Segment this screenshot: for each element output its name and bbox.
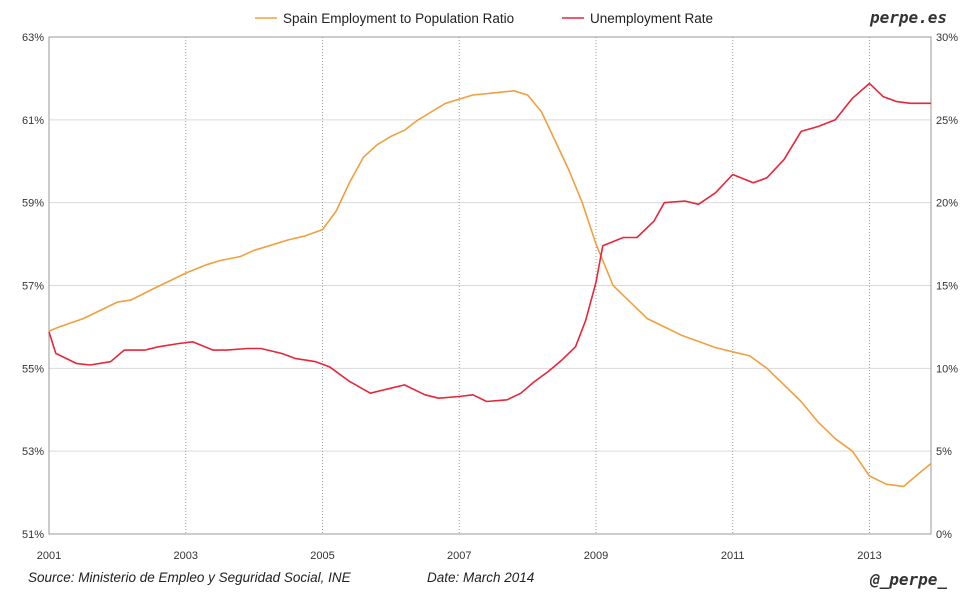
grid — [49, 37, 931, 534]
y-right-tick-label: 5% — [936, 446, 952, 458]
y-right-tick-label: 30% — [936, 32, 958, 44]
date-note: Date: March 2014 — [427, 570, 534, 585]
y-left-tick-label: 63% — [22, 32, 44, 44]
y-left-tick-label: 57% — [22, 281, 44, 293]
y-left-tick-label: 61% — [22, 115, 44, 127]
x-tick-label: 2009 — [584, 550, 608, 562]
x-tick-label: 2003 — [174, 550, 198, 562]
brand-label: perpe.es — [869, 8, 947, 27]
legend: Spain Employment to Population Ratio Une… — [255, 11, 713, 26]
y-right-tick-label: 15% — [936, 281, 958, 293]
y-right-tick-label: 20% — [936, 198, 958, 210]
handle-label: @_perpe_ — [869, 570, 947, 589]
axis-ticks: 51% 53% 55% 57% 59% 61% 63% 0% 5% 10% 15% 20% 25% 30%… — [22, 32, 958, 562]
x-tick-label: 2013 — [857, 550, 881, 562]
source-note: Source: Ministerio de Empleo y Seguridad… — [28, 570, 352, 585]
y-right-tick-label: 10% — [936, 363, 958, 375]
x-tick-label: 2007 — [447, 550, 471, 562]
y-left-tick-label: 53% — [22, 446, 44, 458]
y-left-tick-label: 55% — [22, 363, 44, 375]
y-left-tick-label: 59% — [22, 198, 44, 210]
legend-label-employment: Spain Employment to Population Ratio — [283, 11, 514, 26]
series — [48, 82, 932, 488]
y-left-tick-label: 51% — [22, 529, 44, 541]
y-right-tick-label: 25% — [936, 115, 958, 127]
plot-frame — [48, 36, 932, 535]
legend-label-unemployment: Unemployment Rate — [590, 11, 713, 26]
unemployment-rate-line — [48, 82, 931, 403]
x-tick-label: 2005 — [310, 550, 334, 562]
y-right-tick-label: 0% — [936, 529, 952, 541]
x-tick-label: 2011 — [721, 550, 745, 562]
x-tick-label: 2001 — [37, 550, 61, 562]
employment-ratio-line — [48, 90, 932, 488]
